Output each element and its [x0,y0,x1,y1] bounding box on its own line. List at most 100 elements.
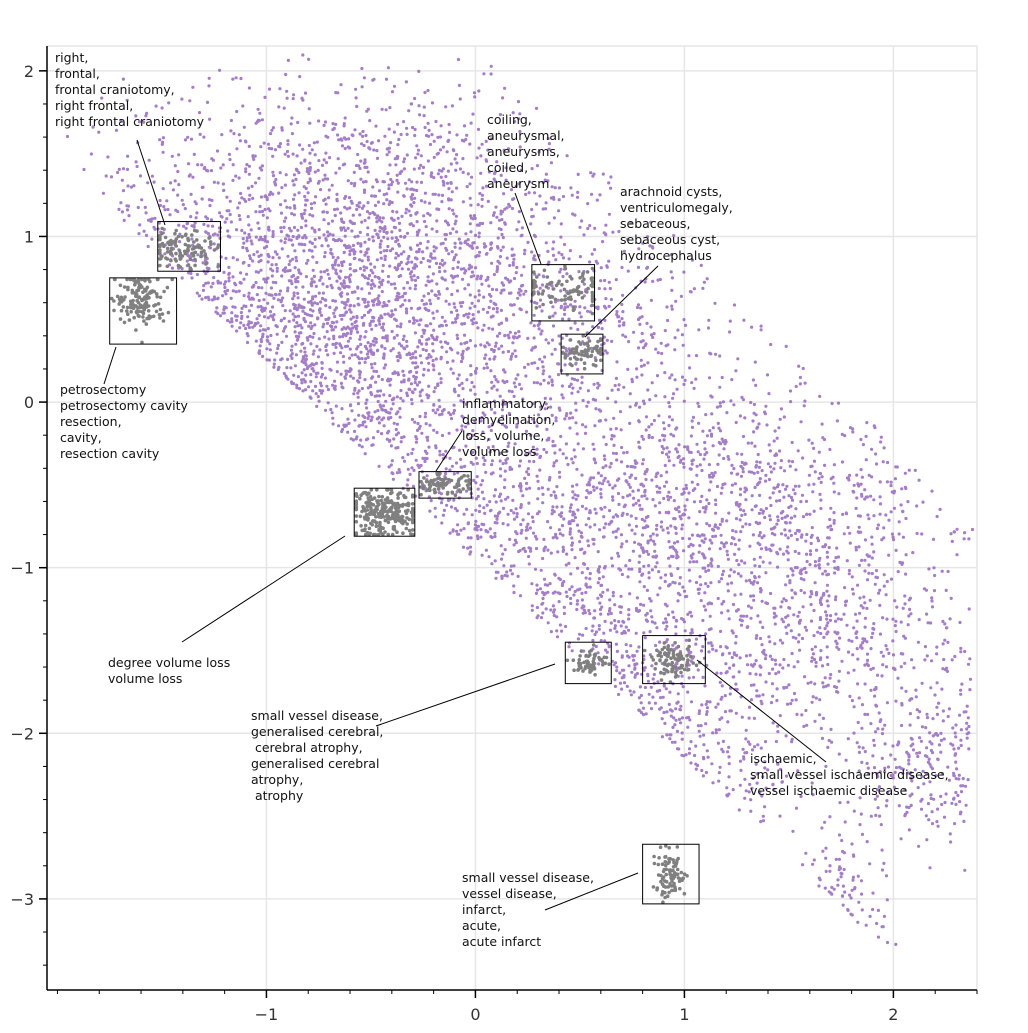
annotation-text-line: inflammatory, [462,396,550,411]
annotation-text-line: small vessel disease, [251,708,383,723]
annotation-text-line: generalised cerebral, [251,724,383,739]
annotation-infarct: small vessel disease,vessel disease,infa… [462,870,639,949]
annotation-ischaemic: ischaemic,small vessel ischaemic disease… [696,659,949,798]
annotation-atrophy: small vessel disease,generalised cerebra… [251,663,556,803]
annotation-text-line: atrophy [251,788,304,803]
annotation-text-line: small vessel disease, [462,870,594,885]
annotation-text-line: demyelination, [462,412,555,427]
annotation-leader-line [544,872,639,911]
cluster-1 [157,221,221,272]
cluster-box [642,635,706,685]
annotation-text-line: sebaceous cyst, [620,232,720,247]
cluster-2 [109,277,178,345]
annotation-text-line: atrophy, [251,772,303,787]
cluster-box [560,333,604,375]
annotation-text-line: cerebral atrophy, [251,740,363,755]
cluster-9 [642,843,700,905]
cluster-7 [564,641,612,685]
cluster-points [642,638,702,684]
annotation-text-line: degree volume loss [108,655,230,670]
cluster-points [419,471,471,497]
annotation-text-line: small vessel ischaemic disease, [750,767,949,782]
annotation-leader-line [514,192,542,265]
y-tick-label: −3 [10,890,34,909]
y-tick-label: 1 [24,227,34,246]
annotation-layer: right,frontal,frontal craniotomy,right f… [55,50,949,949]
x-tick-label: 1 [679,1005,689,1024]
annotation-text-line: volume loss [462,444,536,459]
cluster-6 [353,487,416,537]
y-tick-label: 2 [24,62,34,81]
cluster-box [157,221,221,272]
annotation-text-line: ischaemic, [750,751,817,766]
annotation-text-line: sebaceous, [620,216,690,231]
annotation-text-line: petrosectomy cavity [60,398,189,413]
annotation-text-line: vessel disease, [462,886,557,901]
annotation-text-line: ventriculomegaly, [620,200,733,215]
annotation-text-line: loss, volume, [462,428,544,443]
annotation-text-line: frontal, [55,66,100,81]
axis-layer: −1 0 1 2 2 1 0 −1 −2 −3 [10,46,978,1024]
annotation-text-line: coiling, [487,112,532,127]
annotation-leader-line [136,139,166,226]
cluster-points [561,334,603,371]
annotation-leader-line [584,265,659,338]
annotation-text-line: acute infarct [462,934,541,949]
annotation-text-line: right, [55,50,88,65]
annotation-leader-line [696,659,827,763]
cluster-8 [642,635,706,685]
annotation-text-line: frontal craniotomy, [55,82,175,97]
cluster-5 [418,471,472,499]
annotation-text-line: aneurysms, [487,144,560,159]
cluster-box [642,843,700,905]
annotation-leader-line [103,346,117,385]
annotation-text-line: aneurysm [487,176,549,191]
annotation-text-line: aneurysmal, [487,128,565,143]
x-tick-label: 2 [888,1005,898,1024]
annotation-text-line: coiled, [487,160,528,175]
cluster-points [110,277,174,345]
cluster-box [418,471,472,499]
annotation-text-line: petrosectomy [60,382,147,397]
annotation-text-line: right frontal craniotomy [55,114,205,129]
y-tick-label: 0 [24,393,34,412]
annotation-volume-loss: inflammatory,demyelination,loss, volume,… [435,396,555,472]
cluster-points [158,226,221,272]
annotation-leader-line [181,535,346,643]
cluster-4 [560,333,604,375]
annotation-text-line: resection cavity [60,446,160,461]
annotation-leader-line [435,430,463,472]
annotation-aneurysm: coiling,aneurysmal,aneurysms,coiled,aneu… [487,112,565,265]
x-tick-label: −1 [255,1005,279,1024]
annotation-text-line: generalised cerebral [251,756,379,771]
annotation-text-line: vessel ischaemic disease [750,783,908,798]
annotation-text-line: resection, [60,414,122,429]
annotation-text-line: volume loss [108,671,182,686]
annotation-text-line: arachnoid cysts, [620,184,722,199]
annotation-text-line: right frontal, [55,98,133,113]
cluster-3 [531,264,596,322]
cluster-points [565,643,611,677]
annotation-text-line: infarct, [462,902,506,917]
annotation-text-line: acute, [462,918,501,933]
cluster-points [532,264,595,319]
annotation-hydrocephalus: arachnoid cysts,ventriculomegaly,sebaceo… [584,184,733,338]
cluster-box [531,264,596,322]
y-tick-label: −2 [10,724,34,743]
annotation-leader-line [375,663,556,727]
cluster-points [354,488,415,537]
annotation-craniotomy: right,frontal,frontal craniotomy,right f… [55,50,205,226]
cluster-box [564,641,612,685]
y-tick-label: −1 [10,559,34,578]
cluster-points [651,844,689,904]
cluster-layer [109,221,706,905]
x-tick-label: 0 [470,1005,480,1024]
cluster-box [109,277,178,345]
cluster-box [353,487,416,537]
grid-layer [47,45,978,990]
annotation-text-line: hydrocephalus [620,248,712,263]
